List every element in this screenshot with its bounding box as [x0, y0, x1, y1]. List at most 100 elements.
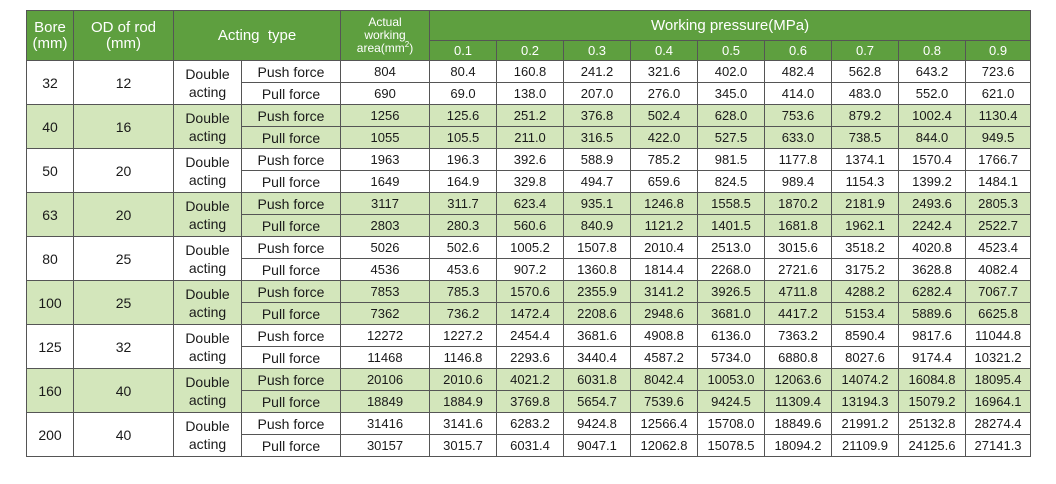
- area-cell: 804: [340, 60, 431, 83]
- area-header-line3: area(mm2): [342, 41, 429, 55]
- pull-force-label: Pull force: [240, 214, 342, 237]
- acting-cell: Double acting: [173, 324, 242, 369]
- push-force-label: Push force: [240, 412, 342, 435]
- table-row-pull: Pull force 4536 453.6 907.2 1360.8 1814.4 2268…: [27, 258, 1032, 281]
- force-value-cell: 18094.2: [764, 434, 833, 457]
- force-value-cell: 659.6: [630, 170, 699, 193]
- force-value-cell: 4587.2: [630, 346, 699, 369]
- force-value-cell: 1766.7: [965, 148, 1032, 171]
- acting-cell: Double acting: [173, 412, 242, 457]
- force-value-cell: 621.0: [965, 82, 1032, 105]
- force-value-cell: 4288.2: [831, 280, 900, 303]
- force-value-cell: 1962.1: [831, 214, 900, 237]
- force-value-cell: 10053.0: [697, 368, 766, 391]
- force-value-cell: 9424.5: [697, 390, 766, 413]
- acting-line1: Double: [185, 197, 230, 214]
- force-value-cell: 5734.0: [697, 346, 766, 369]
- force-value-cell: 949.5: [965, 126, 1032, 149]
- force-value-cell: 989.4: [764, 170, 833, 193]
- force-value-cell: 1002.4: [898, 104, 967, 127]
- force-value-cell: 2010.4: [630, 236, 699, 259]
- pressure-header-cell: 0.2: [496, 40, 565, 61]
- pull-force-label: Pull force: [240, 126, 342, 149]
- force-value-cell: 9817.6: [898, 324, 967, 347]
- force-value-cell: 552.0: [898, 82, 967, 105]
- acting-line2: acting: [188, 127, 227, 144]
- force-value-cell: 785.3: [429, 280, 498, 303]
- pull-force-label: Pull force: [240, 302, 342, 325]
- force-value-cell: 4417.2: [764, 302, 833, 325]
- force-value-cell: 13194.3: [831, 390, 900, 413]
- force-value-cell: 7363.2: [764, 324, 833, 347]
- force-value-cell: 6880.8: [764, 346, 833, 369]
- pressure-header-cell: 0.8: [898, 40, 967, 61]
- pressure-header-cell: 0.9: [965, 40, 1032, 61]
- force-value-cell: 723.6: [965, 60, 1032, 83]
- acting-line2: acting: [188, 391, 227, 408]
- force-value-cell: 753.6: [764, 104, 833, 127]
- bore-cell: 100: [26, 280, 74, 325]
- acting-cell: Double acting: [173, 368, 242, 413]
- force-value-cell: 207.0: [563, 82, 632, 105]
- acting-line1: Double: [185, 329, 230, 346]
- acting-line2: acting: [188, 259, 227, 276]
- table-row-push: 50 20 Double acting Push force 1963 196.3 392.6…: [26, 148, 1032, 193]
- pull-force-label: Pull force: [240, 346, 342, 369]
- rod-od-cell: 12: [73, 60, 174, 105]
- force-value-cell: 738.5: [831, 126, 900, 149]
- force-value-cell: 1146.8: [429, 346, 498, 369]
- force-value-cell: 1227.2: [429, 324, 498, 347]
- force-value-cell: 2293.6: [496, 346, 565, 369]
- force-value-cell: 879.2: [831, 104, 900, 127]
- force-value-cell: 1360.8: [563, 258, 632, 281]
- area-cell: 3117: [340, 192, 431, 215]
- table-row-pull: Pull force 11468 1146.8 2293.6 3440.4 4587.2 5…: [27, 346, 1032, 369]
- force-value-cell: 633.0: [764, 126, 833, 149]
- force-value-cell: 3926.5: [697, 280, 766, 303]
- force-value-cell: 329.8: [496, 170, 565, 193]
- force-value-cell: 3518.2: [831, 236, 900, 259]
- area-cell: 1256: [340, 104, 431, 127]
- force-value-cell: 562.8: [831, 60, 900, 83]
- force-value-cell: 1121.2: [630, 214, 699, 237]
- force-value-cell: 164.9: [429, 170, 498, 193]
- force-value-cell: 376.8: [563, 104, 632, 127]
- table-row-pull: Pull force 690 69.0 138.0 207.0 276.0 345.0 414…: [27, 82, 1032, 105]
- area-cell: 5026: [340, 236, 431, 259]
- force-value-cell: 2805.3: [965, 192, 1032, 215]
- force-value-cell: 1884.9: [429, 390, 498, 413]
- area-cell: 690: [340, 82, 431, 105]
- acting-line2: acting: [188, 435, 227, 452]
- force-value-cell: 345.0: [697, 82, 766, 105]
- rod-od-cell: 20: [73, 148, 174, 193]
- force-value-cell: 3628.8: [898, 258, 967, 281]
- bore-header-line1: Bore: [34, 18, 66, 36]
- force-value-cell: 15079.2: [898, 390, 967, 413]
- table-body: 32 12 Double acting Push force 804 80.4 160.8 24…: [26, 60, 1032, 457]
- area-header-line1: Actual: [368, 15, 402, 29]
- force-value-cell: 3681.6: [563, 324, 632, 347]
- force-value-cell: 21109.9: [831, 434, 900, 457]
- force-value-cell: 414.0: [764, 82, 833, 105]
- force-value-cell: 1570.6: [496, 280, 565, 303]
- force-value-cell: 211.0: [496, 126, 565, 149]
- rod-od-header-line1: OD of rod: [90, 18, 157, 36]
- rod-od-cell: 40: [73, 412, 174, 457]
- force-value-cell: 6282.4: [898, 280, 967, 303]
- force-value-cell: 18095.4: [965, 368, 1032, 391]
- area-cell: 7853: [340, 280, 431, 303]
- table-row-pull: Pull force 7362 736.2 1472.4 2208.6 2948.6 368…: [27, 302, 1032, 325]
- push-force-label: Push force: [240, 192, 342, 215]
- rod-od-cell: 20: [73, 192, 174, 237]
- force-value-cell: 3440.4: [563, 346, 632, 369]
- force-value-cell: 5654.7: [563, 390, 632, 413]
- force-value-cell: 3175.2: [831, 258, 900, 281]
- pull-force-label: Pull force: [240, 82, 342, 105]
- area-cell: 1055: [340, 126, 431, 149]
- force-value-cell: 18849.6: [764, 412, 833, 435]
- force-value-cell: 981.5: [697, 148, 766, 171]
- force-value-cell: 196.3: [429, 148, 498, 171]
- force-value-cell: 1570.4: [898, 148, 967, 171]
- force-value-cell: 1507.8: [563, 236, 632, 259]
- force-value-cell: 560.6: [496, 214, 565, 237]
